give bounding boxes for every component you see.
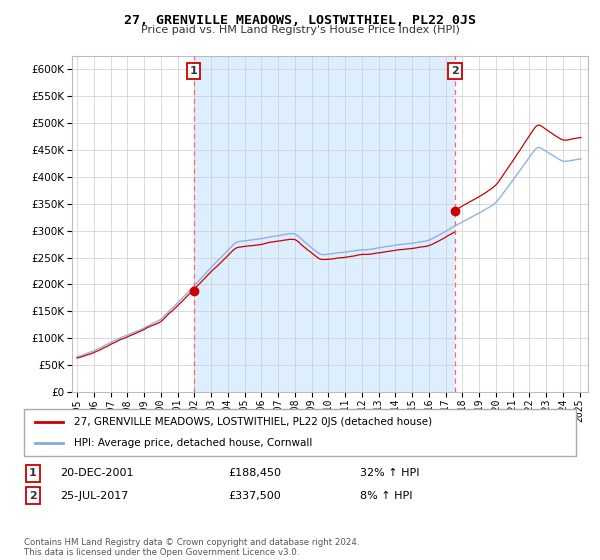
Bar [194,56,455,392]
Text: 1: 1 [29,468,37,478]
Text: 32% ↑ HPI: 32% ↑ HPI [360,468,419,478]
Text: HPI: Average price, detached house, Cornwall: HPI: Average price, detached house, Corn… [74,438,312,448]
Text: 2: 2 [29,491,37,501]
Text: £337,500: £337,500 [228,491,281,501]
Text: 25-JUL-2017: 25-JUL-2017 [60,491,128,501]
Text: 1: 1 [190,66,197,76]
Text: Price paid vs. HM Land Registry's House Price Index (HPI): Price paid vs. HM Land Registry's House … [140,25,460,35]
Text: 27, GRENVILLE MEADOWS, LOSTWITHIEL, PL22 0JS: 27, GRENVILLE MEADOWS, LOSTWITHIEL, PL22… [124,14,476,27]
FancyBboxPatch shape [24,409,576,456]
Text: 27, GRENVILLE MEADOWS, LOSTWITHIEL, PL22 0JS (detached house): 27, GRENVILLE MEADOWS, LOSTWITHIEL, PL22… [74,417,432,427]
Text: £188,450: £188,450 [228,468,281,478]
Text: 2: 2 [451,66,459,76]
Text: 8% ↑ HPI: 8% ↑ HPI [360,491,413,501]
Text: Contains HM Land Registry data © Crown copyright and database right 2024.
This d: Contains HM Land Registry data © Crown c… [24,538,359,557]
Text: 20-DEC-2001: 20-DEC-2001 [60,468,133,478]
